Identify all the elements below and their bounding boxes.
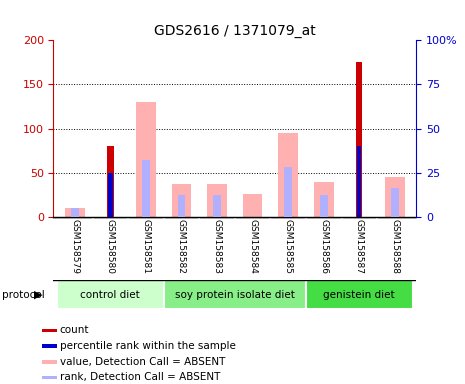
Text: rank, Detection Call = ABSENT: rank, Detection Call = ABSENT <box>60 372 220 382</box>
Bar <box>71 208 79 217</box>
Text: GSM158580: GSM158580 <box>106 219 115 274</box>
Bar <box>279 133 298 217</box>
Text: GSM158583: GSM158583 <box>213 219 221 274</box>
Bar <box>107 146 113 217</box>
Text: genistein diet: genistein diet <box>324 290 395 300</box>
Bar <box>65 208 85 217</box>
Bar <box>164 280 306 309</box>
Bar <box>385 177 405 217</box>
Text: GSM158582: GSM158582 <box>177 219 186 274</box>
Title: GDS2616 / 1371079_at: GDS2616 / 1371079_at <box>154 24 316 38</box>
Text: count: count <box>60 326 89 336</box>
Text: GSM158581: GSM158581 <box>141 219 151 274</box>
Bar <box>42 376 57 379</box>
Bar <box>142 160 150 217</box>
Bar <box>42 360 57 364</box>
Text: GSM158586: GSM158586 <box>319 219 328 274</box>
Bar <box>172 184 191 217</box>
Text: percentile rank within the sample: percentile rank within the sample <box>60 341 236 351</box>
Bar <box>306 280 412 309</box>
Bar <box>42 329 57 332</box>
Text: GSM158584: GSM158584 <box>248 219 257 274</box>
Text: control diet: control diet <box>80 290 140 300</box>
Bar <box>320 195 328 217</box>
Bar <box>357 146 361 217</box>
Text: GSM158587: GSM158587 <box>355 219 364 274</box>
Bar <box>42 344 57 348</box>
Bar <box>57 280 164 309</box>
Bar <box>284 167 292 217</box>
Bar <box>207 184 227 217</box>
Bar <box>213 195 221 217</box>
Bar <box>314 182 333 217</box>
Bar <box>108 173 113 217</box>
Bar <box>356 62 363 217</box>
Bar <box>178 195 186 217</box>
Text: ▶: ▶ <box>33 290 42 300</box>
Text: GSM158585: GSM158585 <box>284 219 292 274</box>
Bar <box>391 188 399 217</box>
Text: soy protein isolate diet: soy protein isolate diet <box>175 290 295 300</box>
Text: GSM158588: GSM158588 <box>390 219 399 274</box>
Text: value, Detection Call = ABSENT: value, Detection Call = ABSENT <box>60 357 225 367</box>
Bar <box>136 102 156 217</box>
Bar <box>243 194 262 217</box>
Text: GSM158579: GSM158579 <box>70 219 80 274</box>
Text: protocol: protocol <box>2 290 45 300</box>
